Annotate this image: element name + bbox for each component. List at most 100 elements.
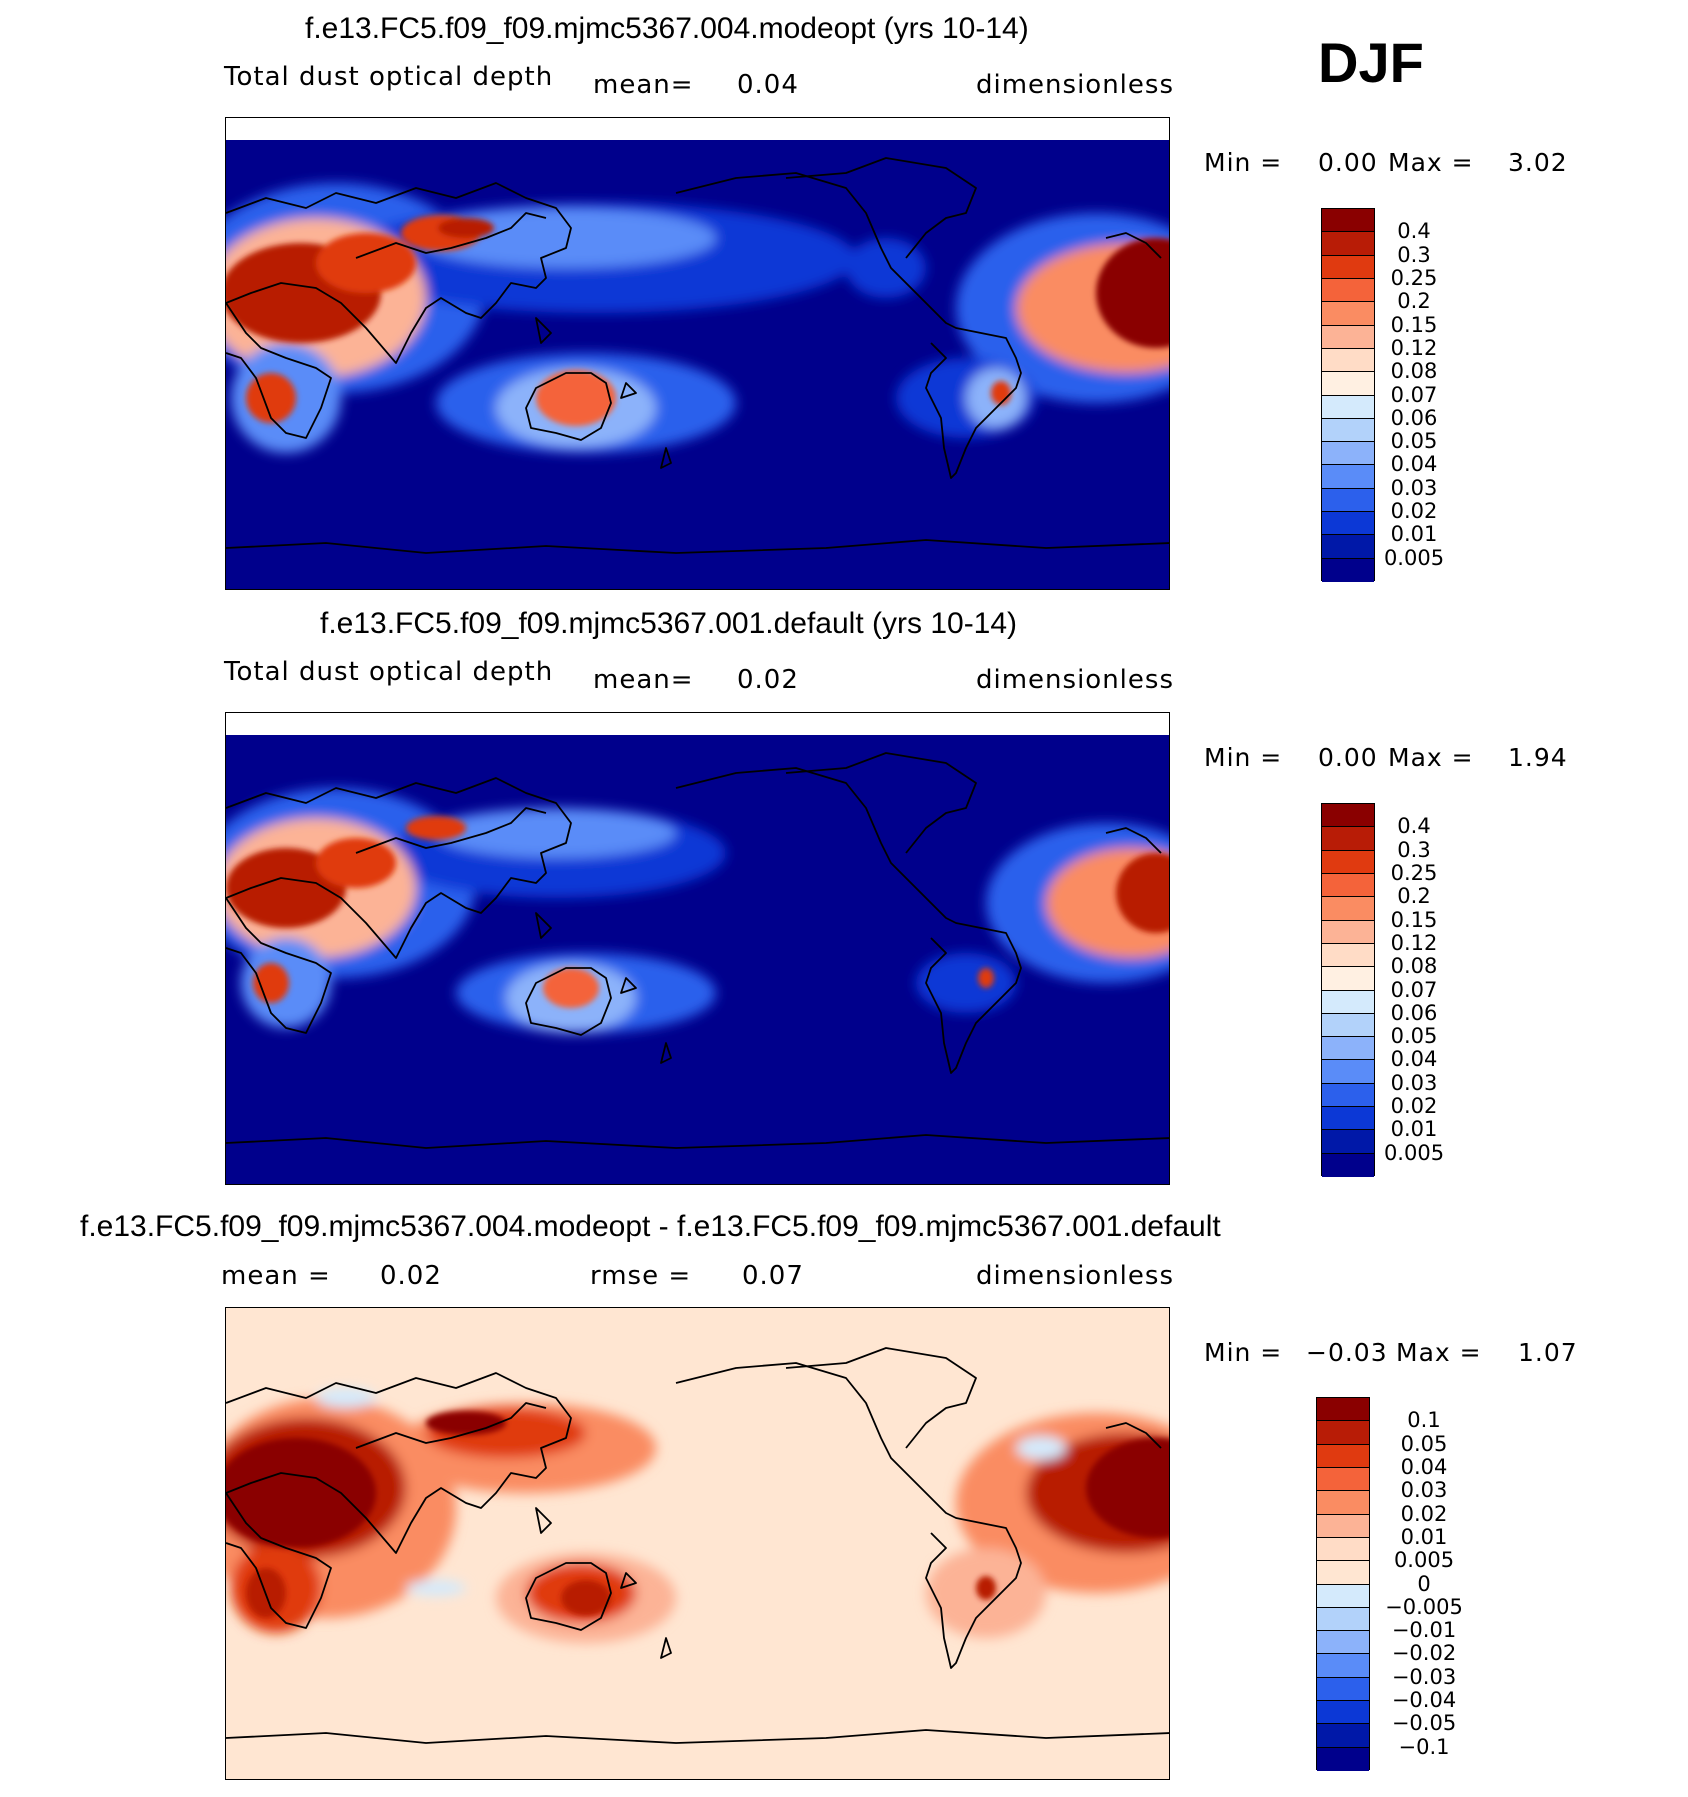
panel-2-map — [225, 712, 1170, 1185]
colorbar-swatch — [1322, 209, 1374, 233]
panel-3-rmse-label: rmse = — [590, 1261, 692, 1291]
colorbar-swatch — [1322, 1013, 1374, 1038]
panel-1-variable-label: Total dust optical depth — [224, 62, 554, 92]
panel-1-colorbar — [1321, 208, 1375, 582]
colorbar-label: 0.03 — [1390, 475, 1438, 500]
panel-2-min-label: Min = — [1204, 743, 1283, 772]
season-label: DJF — [1318, 31, 1424, 94]
panel-3-min-label: Min = — [1204, 1338, 1283, 1367]
colorbar-swatch — [1322, 1083, 1374, 1108]
colorbar-swatch — [1317, 1491, 1369, 1515]
colorbar-label: 0.12 — [1390, 930, 1438, 955]
colorbar-swatch — [1322, 850, 1374, 874]
colorbar-label: −0.01 — [1391, 1618, 1457, 1643]
colorbar-swatch — [1322, 967, 1374, 991]
panel-2-map-svg — [226, 713, 1169, 1184]
colorbar-swatch — [1322, 465, 1374, 489]
colorbar-label: 0.05 — [1400, 1431, 1448, 1456]
colorbar-swatch — [1322, 535, 1374, 559]
colorbar-label: −0.04 — [1391, 1688, 1457, 1713]
colorbar-swatch — [1322, 1107, 1374, 1131]
colorbar-swatch — [1322, 943, 1374, 968]
panel-1-mean-label: mean= — [593, 70, 694, 100]
colorbar-swatch — [1322, 1037, 1374, 1061]
colorbar-label: −0.03 — [1391, 1664, 1457, 1689]
colorbar-label: −0.005 — [1385, 1594, 1463, 1619]
colorbar-label: 0.02 — [1400, 1501, 1448, 1526]
colorbar-label: 0.2 — [1397, 289, 1431, 314]
colorbar-swatch — [1322, 1060, 1374, 1084]
colorbar-label: 0.04 — [1390, 452, 1438, 477]
colorbar-swatch — [1322, 255, 1374, 279]
colorbar-swatch — [1322, 920, 1374, 944]
panel-3-title: f.e13.FC5.f09_f09.mjmc5367.004.modeopt -… — [80, 1210, 1221, 1243]
colorbar-label: 0.3 — [1397, 837, 1431, 862]
panel-1-max-value: 3.02 — [1508, 148, 1568, 177]
panel-3-min-value: −0.03 — [1306, 1338, 1388, 1367]
panel-2-max-value: 1.94 — [1508, 743, 1568, 772]
colorbar-label: 0.05 — [1390, 1024, 1438, 1049]
colorbar-swatch — [1322, 1153, 1374, 1177]
colorbar-swatch — [1322, 442, 1374, 466]
colorbar-label: 0.4 — [1397, 814, 1431, 839]
colorbar-label: 0.005 — [1383, 545, 1445, 570]
panel-2-units: dimensionless — [976, 665, 1174, 695]
colorbar-swatch — [1322, 232, 1374, 256]
colorbar-label: 0.07 — [1390, 977, 1438, 1002]
colorbar-swatch — [1317, 1631, 1369, 1655]
colorbar-label: 0.3 — [1397, 242, 1431, 267]
colorbar-swatch — [1317, 1444, 1369, 1468]
colorbar-label: 0.06 — [1390, 405, 1438, 430]
panel-1-units: dimensionless — [976, 70, 1174, 100]
colorbar-swatch — [1317, 1398, 1369, 1422]
colorbar-label: 0.15 — [1390, 312, 1438, 337]
colorbar-swatch — [1322, 804, 1374, 828]
panel-1-mean-value: 0.04 — [737, 70, 799, 100]
colorbar-swatch — [1317, 1537, 1369, 1562]
colorbar-swatch — [1322, 897, 1374, 921]
panel-2-colorbar — [1321, 803, 1375, 1177]
colorbar-swatch — [1322, 325, 1374, 349]
colorbar-swatch — [1317, 1514, 1369, 1538]
colorbar-label: 0.04 — [1400, 1454, 1448, 1479]
panel-1-min-label: Min = — [1204, 148, 1283, 177]
colorbar-swatch — [1322, 1130, 1374, 1154]
colorbar-label: 0.01 — [1400, 1524, 1448, 1549]
colorbar-label: 0.04 — [1390, 1047, 1438, 1072]
colorbar-label: 0.02 — [1390, 1094, 1438, 1119]
colorbar-swatch — [1317, 1421, 1369, 1445]
colorbar-swatch — [1317, 1607, 1369, 1632]
panel-1-map — [225, 117, 1170, 590]
colorbar-label: 0.1 — [1407, 1408, 1441, 1433]
colorbar-swatch — [1317, 1701, 1369, 1725]
panel-1-map-svg — [226, 118, 1169, 589]
panel-2-variable-label: Total dust optical depth — [224, 657, 554, 687]
panel-3-mean-value: 0.02 — [380, 1261, 442, 1291]
colorbar-label: 0.01 — [1390, 1117, 1438, 1142]
colorbar-swatch — [1322, 395, 1374, 419]
colorbar-swatch — [1317, 1677, 1369, 1702]
panel-3-map-svg — [226, 1308, 1169, 1779]
colorbar-swatch — [1317, 1724, 1369, 1748]
panel-2-coastlines — [226, 752, 1169, 1149]
colorbar-swatch — [1322, 488, 1374, 513]
colorbar-swatch — [1322, 372, 1374, 396]
colorbar-label: 0.2 — [1397, 884, 1431, 909]
colorbar-label: −0.02 — [1391, 1641, 1457, 1666]
panel-2-min-value: 0.00 — [1318, 743, 1378, 772]
colorbar-label: 0.4 — [1397, 219, 1431, 244]
colorbar-swatch — [1322, 827, 1374, 851]
colorbar-label: 0.05 — [1390, 429, 1438, 454]
colorbar-label: 0.03 — [1400, 1478, 1448, 1503]
colorbar-swatch — [1322, 302, 1374, 326]
panel-2-dust-cores — [226, 816, 1169, 1008]
colorbar-label: 0.03 — [1390, 1070, 1438, 1095]
panel-1-min-value: 0.00 — [1318, 148, 1378, 177]
colorbar-label: 0.06 — [1390, 1000, 1438, 1025]
panel-3-colorbar — [1316, 1397, 1370, 1771]
panel-1-coastlines — [226, 157, 1169, 554]
colorbar-label: 0.005 — [1393, 1548, 1455, 1573]
colorbar-swatch — [1322, 348, 1374, 373]
panel-1-title: f.e13.FC5.f09_f09.mjmc5367.004.modeopt (… — [305, 12, 1029, 45]
colorbar-label: −0.1 — [1398, 1734, 1450, 1759]
